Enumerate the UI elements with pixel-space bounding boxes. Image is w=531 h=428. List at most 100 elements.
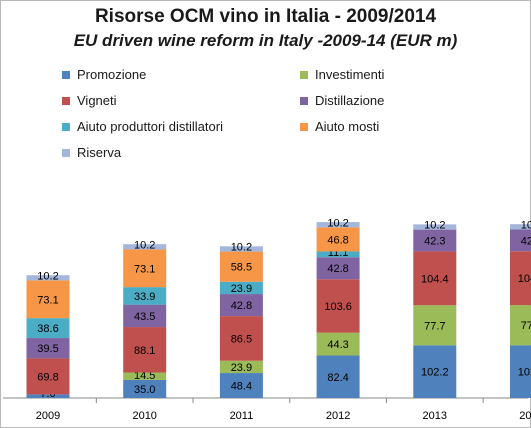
legend-label: Distillazione xyxy=(315,93,385,108)
data-label: 48.4 xyxy=(231,381,252,393)
data-label: 69.8 xyxy=(37,371,58,383)
data-label: 23.9 xyxy=(231,283,252,295)
legend-item-5: Aiuto mosti xyxy=(300,119,379,134)
bar-segment-0 xyxy=(123,379,167,398)
bar-segment-1 xyxy=(123,372,167,380)
legend-label: Vigneti xyxy=(77,93,117,108)
data-label: 42.8 xyxy=(231,300,252,312)
bar-segment-2 xyxy=(123,327,167,373)
data-label: 77.7 xyxy=(424,320,445,332)
legend-item-4: Aiuto produttori distillatori xyxy=(62,119,223,134)
bar-segment-6 xyxy=(219,246,263,252)
legend-label: Investimenti xyxy=(315,67,385,82)
legend-label: Aiuto produttori distillatori xyxy=(77,119,223,134)
legend-swatch xyxy=(62,122,70,131)
bar-segment-5 xyxy=(316,227,360,252)
data-label: 35.0 xyxy=(134,384,155,396)
bar-segment-3 xyxy=(123,304,167,328)
data-label: 77.8 xyxy=(521,320,531,332)
data-label: 82.4 xyxy=(327,372,348,384)
x-tick-label: 2013 xyxy=(423,410,447,422)
legend-swatch xyxy=(62,70,70,79)
legend-item-0: Promozione xyxy=(62,67,146,82)
bar-segment-3 xyxy=(413,229,457,252)
data-label: 104.4 xyxy=(421,273,449,285)
data-label: 88.1 xyxy=(134,345,155,357)
data-label: 10.2 xyxy=(231,242,252,254)
data-label: 104.5 xyxy=(518,273,531,285)
chart-subtitle: EU driven wine reform in Italy -2009-14 … xyxy=(73,31,458,50)
bar-segment-5 xyxy=(123,249,167,288)
x-tick-label: 2012 xyxy=(326,410,350,422)
chart-title: Risorse OCM vino in Italia - 2009/2014 xyxy=(94,6,437,27)
data-label: 44.3 xyxy=(327,339,348,351)
legend-swatch xyxy=(62,148,70,157)
bar-segment-2 xyxy=(510,251,531,306)
data-label: 23.9 xyxy=(231,362,252,374)
bar-segment-1 xyxy=(413,305,457,346)
legend-label: Riserva xyxy=(77,145,122,160)
data-label: 42.8 xyxy=(327,263,348,275)
x-tick-label: 2011 xyxy=(230,410,254,422)
data-label: 38.6 xyxy=(37,323,58,335)
data-label: 102.2 xyxy=(421,367,449,379)
legend-swatch xyxy=(300,96,308,105)
bar-segment-4 xyxy=(316,251,360,258)
bar-segment-1 xyxy=(316,332,360,356)
data-label: 42.3 xyxy=(521,235,531,247)
legend-label: Aiuto mosti xyxy=(315,119,380,134)
bar-segment-2 xyxy=(316,279,360,333)
data-label: 10.2 xyxy=(134,239,155,251)
bar-segment-4 xyxy=(26,318,70,339)
bar-segment-0 xyxy=(26,394,70,398)
bar-segment-6 xyxy=(123,244,167,250)
bar-segment-6 xyxy=(26,275,70,281)
data-label: 10.2 xyxy=(521,219,531,231)
chart-legend: Promozione Investimenti Vigneti Distillazio… xyxy=(0,0,531,170)
bar-segment-6 xyxy=(510,224,531,230)
legend-swatch xyxy=(300,70,308,79)
data-label: 14.5 xyxy=(134,370,155,382)
data-label: 102.3 xyxy=(518,367,531,379)
data-label: 10.2 xyxy=(424,220,445,232)
bar-segment-4 xyxy=(123,287,167,305)
data-label: 39.5 xyxy=(37,343,58,355)
bar-segment-3 xyxy=(26,338,70,359)
legend-item-1: Investimenti xyxy=(300,67,384,82)
legend-swatch xyxy=(62,96,70,105)
bar-segment-2 xyxy=(413,251,457,306)
data-label: 10.2 xyxy=(37,270,58,282)
data-label: 73.1 xyxy=(134,263,155,275)
bar-segment-6 xyxy=(413,224,457,230)
legend-label: Promozione xyxy=(77,67,147,82)
bar-segment-3 xyxy=(510,229,531,252)
bar-segment-2 xyxy=(26,358,70,395)
data-label: 10.2 xyxy=(327,217,348,229)
data-label: 103.6 xyxy=(324,301,352,313)
bar-segment-0 xyxy=(316,355,360,398)
legend-swatch xyxy=(300,122,308,131)
bar-segment-2 xyxy=(219,316,263,361)
bar-segment-0 xyxy=(413,345,457,398)
bar-segment-3 xyxy=(316,257,360,280)
bar-segment-3 xyxy=(219,294,263,317)
x-tick-label: 2010 xyxy=(132,410,156,422)
bar-segment-1 xyxy=(219,360,263,374)
legend-item-6: Riserva xyxy=(62,145,121,160)
bar-segment-0 xyxy=(510,345,531,398)
x-tick-label: 2014 xyxy=(519,410,531,422)
data-label: 33.9 xyxy=(134,291,155,303)
data-label: 43.5 xyxy=(134,311,155,323)
bar-segment-1 xyxy=(510,305,531,346)
data-label: 73.1 xyxy=(37,294,58,306)
bar-segment-4 xyxy=(219,281,263,295)
legend-item-3: Distillazione xyxy=(300,93,384,108)
bar-segment-0 xyxy=(219,373,263,398)
data-label: 86.5 xyxy=(231,333,252,345)
data-label: 46.8 xyxy=(327,234,348,246)
data-label: 58.5 xyxy=(231,262,252,274)
bar-segment-5 xyxy=(26,280,70,319)
x-tick-label: 2009 xyxy=(36,410,60,422)
bar-segment-5 xyxy=(219,251,263,282)
